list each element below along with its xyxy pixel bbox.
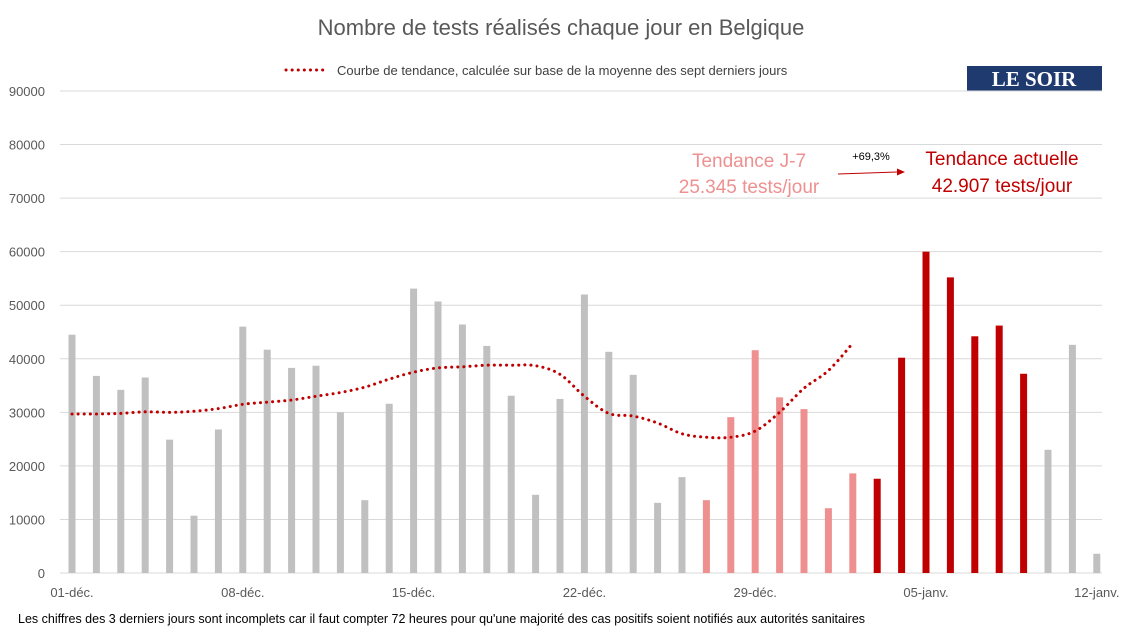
bar <box>141 377 149 573</box>
bar <box>434 301 442 573</box>
bar <box>971 336 979 573</box>
current-trend-value: 42.907 tests/jour <box>932 176 1073 197</box>
arrow-head-icon <box>897 168 905 176</box>
bar <box>824 508 832 573</box>
y-tick-label: 40000 <box>9 352 45 367</box>
bar <box>312 365 320 573</box>
bar <box>678 477 686 573</box>
bar <box>92 375 100 573</box>
bar <box>776 397 784 573</box>
trend-line <box>70 341 855 440</box>
bar <box>1020 373 1028 573</box>
bar <box>556 398 564 573</box>
current-trend-label: Tendance actuelle <box>925 149 1078 170</box>
bar <box>361 500 369 573</box>
y-tick-label: 70000 <box>9 191 45 206</box>
bar <box>898 357 906 573</box>
bar <box>1093 553 1101 573</box>
bar <box>873 478 881 573</box>
bar <box>532 494 540 573</box>
trend-curve <box>70 341 855 440</box>
bar <box>751 350 759 573</box>
bar <box>288 367 296 573</box>
x-tick-label: 15-déc. <box>392 585 435 600</box>
bar <box>1044 449 1052 573</box>
bar <box>410 288 418 573</box>
bars <box>68 251 1101 573</box>
legend-label: Courbe de tendance, calculée sur base de… <box>337 63 788 78</box>
y-tick-label: 90000 <box>9 84 45 99</box>
bar <box>946 277 954 573</box>
le-soir-logo: LE SOIR <box>967 66 1102 91</box>
logo-background <box>967 66 1102 91</box>
y-axis-ticks: 0 10000 20000 30000 40000 50000 60000 70000 8000… <box>9 84 45 581</box>
change-arrow <box>837 171 899 175</box>
trend-annotations: Tendance J-7 25.345 tests/jour +69,3% Te… <box>679 149 1079 198</box>
bar <box>336 412 344 573</box>
bar <box>117 389 125 573</box>
y-tick-label: 20000 <box>9 459 45 474</box>
previous-trend-label: Tendance J-7 <box>692 151 806 172</box>
bar <box>190 515 198 573</box>
y-tick-label: 0 <box>38 566 45 581</box>
x-tick-label: 29-déc. <box>734 585 777 600</box>
previous-trend-value: 25.345 tests/jour <box>679 177 820 198</box>
bar <box>263 349 271 573</box>
x-tick-label: 08-déc. <box>221 585 264 600</box>
bar <box>507 395 515 573</box>
x-tick-label: 12-janv. <box>1074 585 1119 600</box>
chart-title: Nombre de tests réalisés chaque jour en … <box>318 15 805 40</box>
bar <box>385 403 393 573</box>
legend: Courbe de tendance, calculée sur base de… <box>284 63 788 78</box>
y-tick-label: 50000 <box>9 298 45 313</box>
y-tick-label: 10000 <box>9 512 45 527</box>
change-percent: +69,3% <box>852 151 890 163</box>
bar <box>166 439 174 573</box>
x-tick-label: 01-déc. <box>50 585 93 600</box>
bar <box>68 334 76 573</box>
bar <box>727 417 735 573</box>
logo-text: LE SOIR <box>992 67 1077 91</box>
bar <box>654 502 662 573</box>
bar <box>239 326 247 573</box>
y-tick-label: 30000 <box>9 405 45 420</box>
bar <box>580 294 588 573</box>
bar <box>800 409 808 573</box>
footnote: Les chiffres des 3 derniers jours sont i… <box>18 612 865 626</box>
bar <box>702 500 710 573</box>
bar <box>214 429 222 573</box>
x-axis-ticks: 01-déc. 08-déc. 15-déc. 22-déc. 29-déc. 05-ja… <box>50 585 1119 600</box>
bar <box>849 473 857 573</box>
bar <box>922 251 930 573</box>
bar <box>605 351 613 573</box>
bar <box>483 345 491 573</box>
x-tick-label: 22-déc. <box>563 585 606 600</box>
bar <box>458 324 466 573</box>
bar <box>629 374 637 573</box>
y-tick-label: 60000 <box>9 245 45 260</box>
x-tick-label: 05-janv. <box>903 585 948 600</box>
bar <box>995 325 1003 573</box>
y-tick-label: 80000 <box>9 138 45 153</box>
bar <box>1068 344 1076 573</box>
